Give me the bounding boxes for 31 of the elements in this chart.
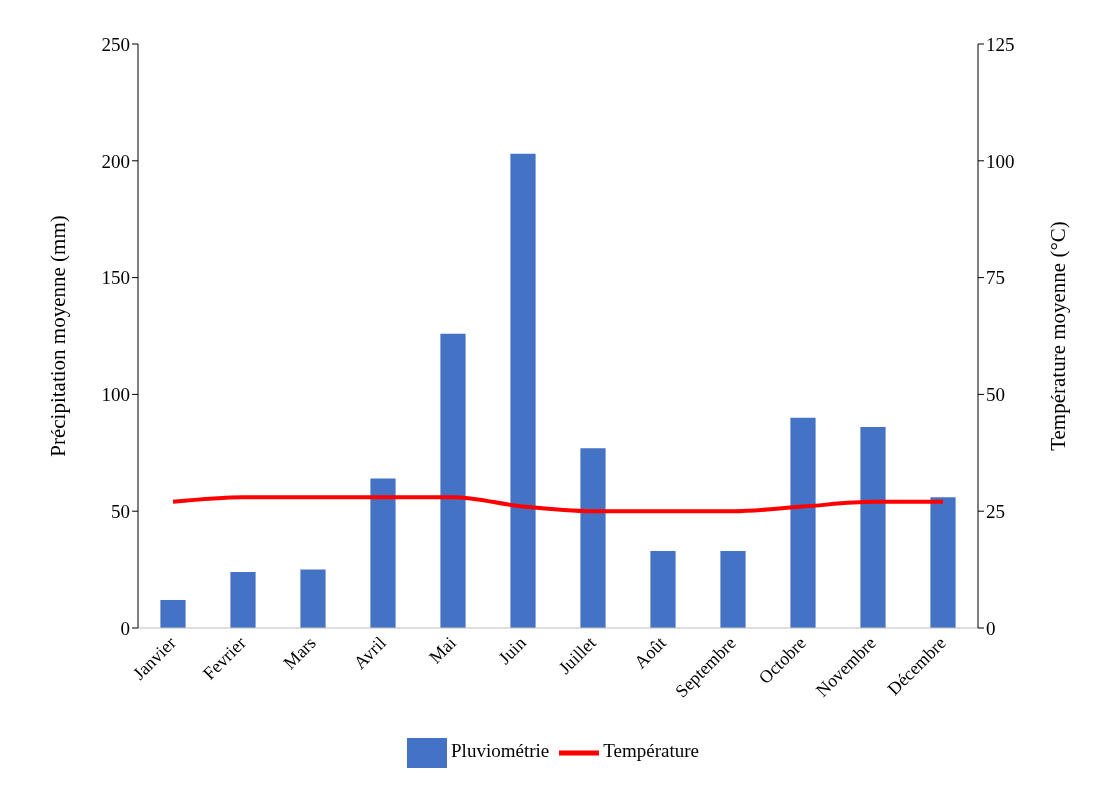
- bar: [650, 550, 676, 628]
- bar: [300, 569, 326, 628]
- y-axis-title: Précipitation moyenne (mm): [46, 215, 71, 457]
- y-tick-label: 0: [120, 617, 130, 639]
- bar: [230, 571, 256, 628]
- y-tick-label: 100: [101, 384, 130, 406]
- x-tick-label: Mai: [425, 632, 460, 668]
- bar: [860, 427, 886, 628]
- legend-label: Pluviométrie: [451, 740, 550, 762]
- x-tick-label: Juin: [494, 632, 530, 669]
- y2-tick-label: 25: [986, 500, 1005, 522]
- bar: [720, 550, 746, 628]
- bar: [370, 478, 396, 628]
- bar: [580, 448, 606, 628]
- line-series: [171, 495, 945, 514]
- bar: [160, 599, 186, 628]
- y-tick-label: 50: [111, 500, 130, 522]
- bar: [440, 333, 466, 628]
- bar: [790, 417, 816, 628]
- y2-tick-label: 50: [986, 384, 1005, 406]
- y-tick-label: 200: [101, 150, 130, 172]
- y2-tick-label: 0: [986, 617, 996, 639]
- y2-axis-title: Température moyenne (°C): [1046, 221, 1071, 451]
- y2-tick-label: 75: [986, 267, 1005, 289]
- y-tick-label: 150: [101, 267, 130, 289]
- y2-tick-label: 100: [986, 150, 1015, 172]
- y-tick-label: 250: [101, 33, 130, 55]
- legend-label: Température: [603, 740, 699, 762]
- bar: [930, 497, 956, 628]
- bar: [510, 153, 536, 628]
- y2-tick-label: 125: [986, 33, 1015, 55]
